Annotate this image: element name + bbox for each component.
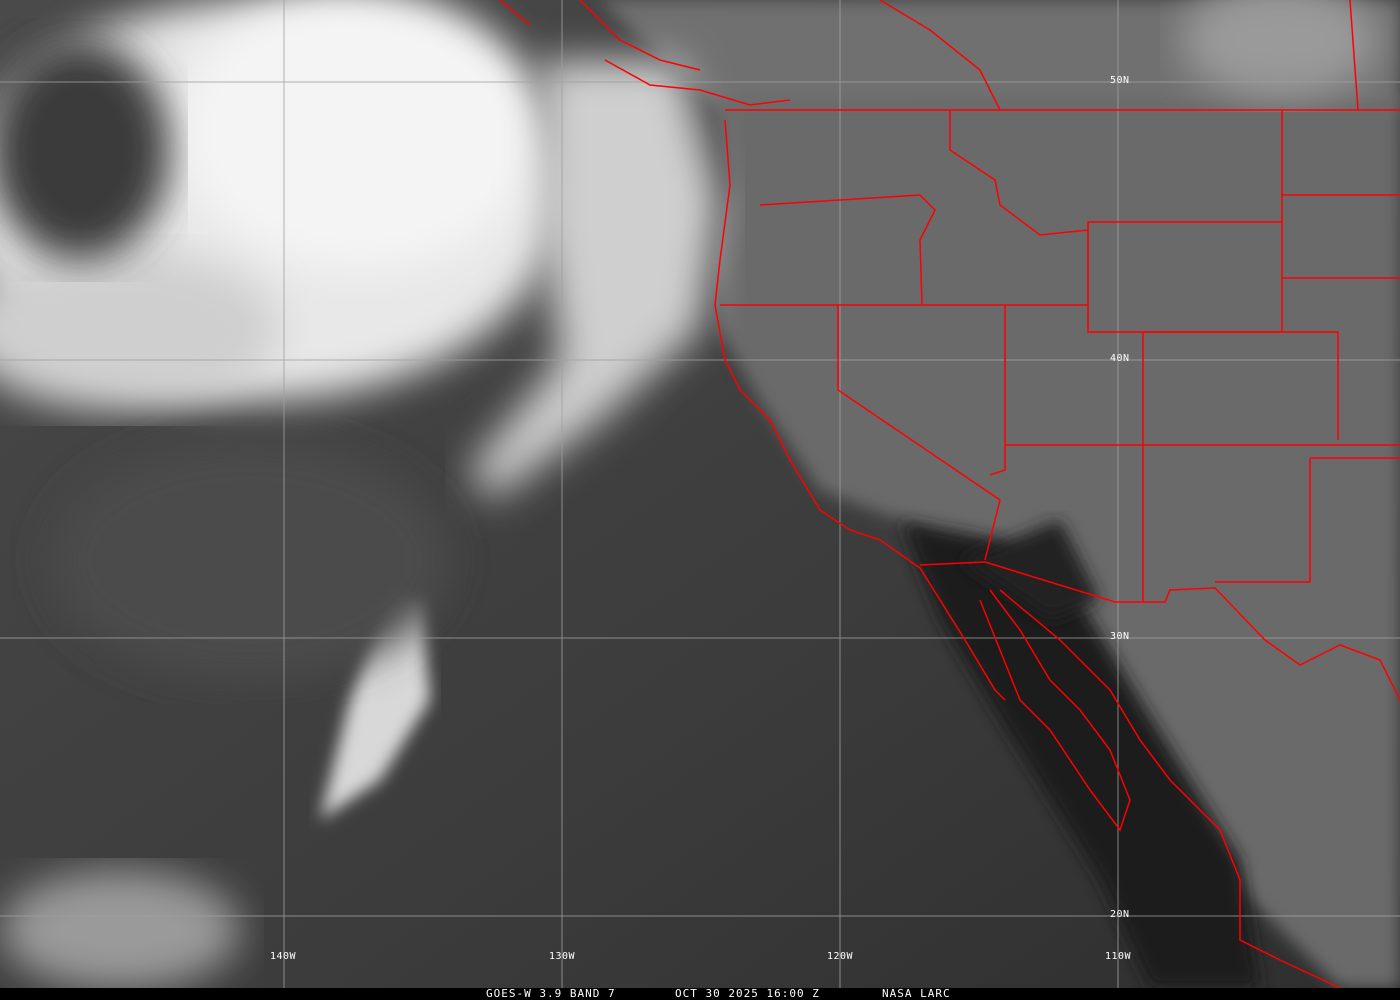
lat-label-20n: 20N [1110,909,1130,920]
pacific-coastline [714,119,1006,701]
caption-datetime: OCT 30 2025 16:00 Z [675,987,820,1000]
gulf-of-california-coast [979,589,1131,832]
lat-label-50n: 50N [1110,75,1130,86]
lon-label-130w: 130W [549,951,576,962]
lat-label-40n: 40N [1110,353,1130,364]
lat-label-30n: 30N [1110,631,1130,642]
political-boundaries [499,0,1400,988]
lon-label-140w: 140W [270,951,297,962]
caption-source: NASA LARC [882,987,951,1000]
lon-label-110w: 110W [1105,951,1132,962]
caption-satellite: GOES-W 3.9 BAND 7 [486,987,616,1000]
cloud-band [470,60,720,500]
image-caption-bar: GOES-W 3.9 BAND 7 OCT 30 2025 16:00 Z NA… [0,987,1400,1000]
mexico-mainland-coast [999,589,1341,988]
lon-label-120w: 120W [827,951,854,962]
